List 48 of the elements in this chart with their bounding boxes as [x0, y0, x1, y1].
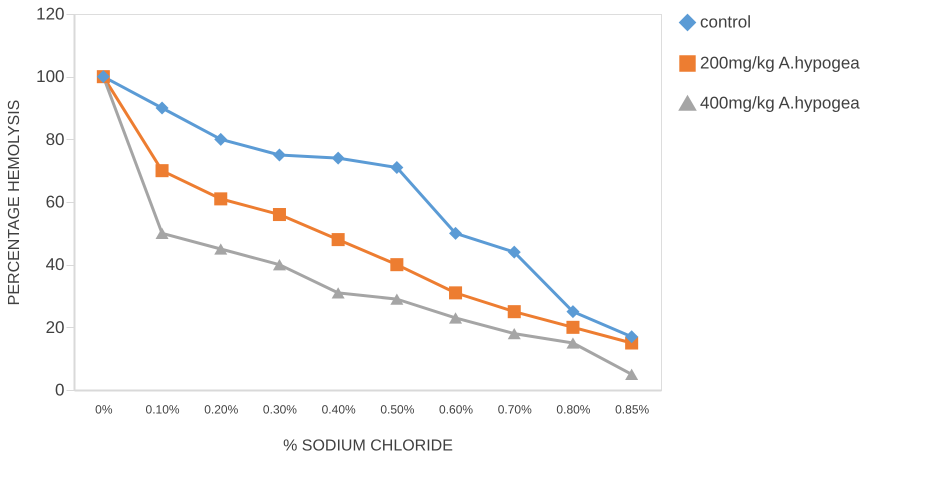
y-tick-label: 0	[55, 380, 64, 400]
point	[625, 368, 638, 380]
point	[272, 259, 286, 270]
x-tick-label: 0%	[95, 402, 113, 416]
point	[508, 246, 521, 259]
point	[390, 161, 404, 174]
x-tick-label: 0.20%	[204, 402, 239, 416]
x-axis-title: % SODIUM CHLORIDE	[283, 438, 453, 454]
point	[508, 328, 521, 340]
x-tick-label: 0.10%	[146, 402, 180, 416]
point	[566, 337, 580, 349]
x-tick-label: 0.40%	[322, 402, 356, 416]
y-tick-label: 40	[46, 255, 64, 274]
point	[449, 226, 462, 240]
point	[449, 286, 462, 300]
y-tick-label: 20	[46, 318, 64, 337]
legend-label: 200mg/kg A.hypogea	[700, 54, 860, 72]
point	[508, 305, 521, 318]
point	[566, 320, 580, 334]
y-tick-label: 60	[46, 192, 64, 212]
point	[332, 152, 345, 165]
point	[625, 330, 638, 344]
point	[156, 164, 169, 178]
x-tick-label: 0.85%	[615, 402, 650, 416]
y-tick-label: 100	[36, 67, 64, 86]
point	[449, 312, 462, 324]
legend-label: 400mg/kg A.hypogea	[700, 94, 860, 112]
point	[272, 208, 286, 222]
y-tick-label: 80	[46, 130, 64, 149]
point	[156, 101, 169, 115]
point	[214, 132, 228, 146]
x-tick-label: 0.70%	[498, 402, 532, 416]
point	[272, 148, 286, 162]
point	[332, 287, 345, 299]
y-tick-label: 120	[36, 4, 64, 24]
y-axis-title: PERCENTAGE HEMOLYSIS	[6, 100, 24, 306]
point	[214, 192, 228, 206]
x-tick-label: 0.60%	[439, 402, 474, 416]
legend-label: control	[700, 12, 752, 32]
x-tick-label: 0.30%	[262, 402, 298, 416]
point	[214, 243, 228, 255]
point	[566, 305, 580, 318]
point	[390, 258, 404, 272]
point	[332, 233, 345, 246]
x-tick-label: 0.50%	[380, 402, 415, 416]
point	[390, 293, 404, 305]
point	[156, 228, 169, 239]
x-tick-label: 0.80%	[556, 402, 591, 416]
